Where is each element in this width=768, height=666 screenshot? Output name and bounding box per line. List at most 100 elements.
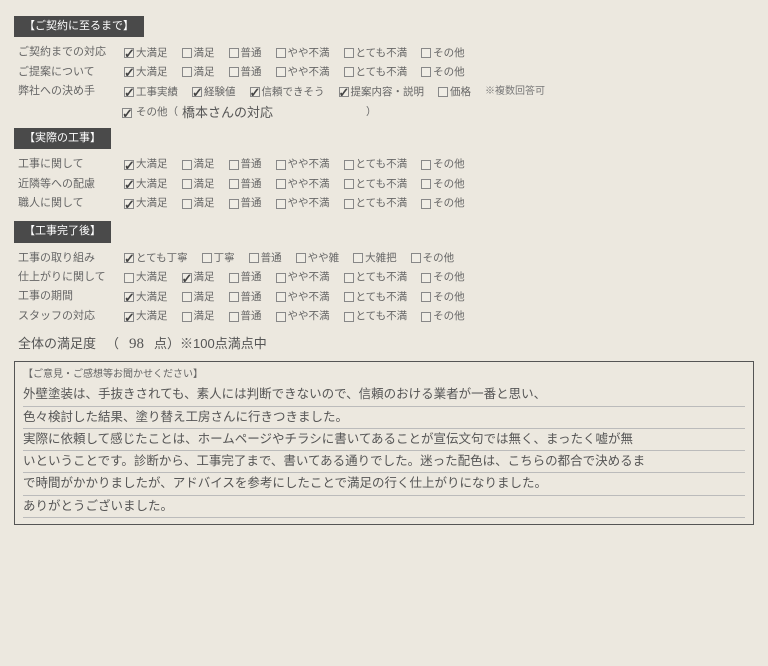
checkbox-icon[interactable]	[124, 160, 134, 170]
checkbox-icon[interactable]	[276, 312, 286, 322]
checkbox-icon[interactable]	[124, 48, 134, 58]
option[interactable]: その他	[411, 251, 455, 266]
checkbox-icon[interactable]	[276, 48, 286, 58]
option[interactable]: その他	[421, 65, 465, 80]
checkbox-icon[interactable]	[229, 67, 239, 77]
checkbox-icon[interactable]	[353, 253, 363, 263]
checkbox-icon[interactable]	[296, 253, 306, 263]
checkbox-icon[interactable]	[344, 312, 354, 322]
checkbox-icon[interactable]	[250, 87, 260, 97]
checkbox-icon[interactable]	[229, 179, 239, 189]
checkbox-icon[interactable]	[344, 273, 354, 283]
checkbox-icon[interactable]	[344, 67, 354, 77]
option[interactable]: 普通	[229, 196, 262, 211]
checkbox-icon[interactable]	[229, 292, 239, 302]
checkbox-icon[interactable]	[421, 273, 431, 283]
option[interactable]: 満足	[182, 309, 215, 324]
option[interactable]: その他	[421, 196, 465, 211]
checkbox-icon[interactable]	[421, 67, 431, 77]
checkbox-icon[interactable]	[276, 273, 286, 283]
option[interactable]: やや不満	[276, 196, 330, 211]
checkbox-icon[interactable]	[124, 312, 134, 322]
option[interactable]: その他	[421, 46, 465, 61]
option[interactable]: 大満足	[124, 157, 168, 172]
checkbox-icon[interactable]	[229, 312, 239, 322]
option[interactable]: 大満足	[124, 46, 168, 61]
checkbox-icon[interactable]	[122, 108, 132, 118]
checkbox-icon[interactable]	[124, 253, 134, 263]
checkbox-icon[interactable]	[438, 87, 448, 97]
option[interactable]: 丁寧	[202, 251, 235, 266]
option[interactable]: とても不満	[344, 65, 408, 80]
option[interactable]: 提案内容・説明	[339, 85, 425, 100]
option[interactable]: とても不満	[344, 177, 408, 192]
checkbox-icon[interactable]	[229, 48, 239, 58]
option[interactable]: 大満足	[124, 196, 168, 211]
option[interactable]: 普通	[229, 270, 262, 285]
option[interactable]: 普通	[229, 46, 262, 61]
checkbox-icon[interactable]	[124, 292, 134, 302]
option[interactable]: 普通	[229, 157, 262, 172]
checkbox-icon[interactable]	[421, 179, 431, 189]
option[interactable]: 満足	[182, 290, 215, 305]
checkbox-icon[interactable]	[124, 179, 134, 189]
option[interactable]: 大満足	[124, 270, 168, 285]
checkbox-icon[interactable]	[421, 312, 431, 322]
option[interactable]: 満足	[182, 196, 215, 211]
option[interactable]: その他	[421, 309, 465, 324]
checkbox-icon[interactable]	[339, 87, 349, 97]
checkbox-icon[interactable]	[421, 199, 431, 209]
checkbox-icon[interactable]	[276, 199, 286, 209]
checkbox-icon[interactable]	[182, 199, 192, 209]
option[interactable]: 普通	[229, 65, 262, 80]
option[interactable]: 普通	[229, 309, 262, 324]
option[interactable]: 普通	[249, 251, 282, 266]
option[interactable]: 大雑把	[353, 251, 397, 266]
option[interactable]: とても丁寧	[124, 251, 188, 266]
checkbox-icon[interactable]	[182, 67, 192, 77]
checkbox-icon[interactable]	[421, 292, 431, 302]
checkbox-icon[interactable]	[182, 160, 192, 170]
option[interactable]: 満足	[182, 157, 215, 172]
option[interactable]: 満足	[182, 177, 215, 192]
option[interactable]: その他	[421, 290, 465, 305]
checkbox-icon[interactable]	[182, 292, 192, 302]
option[interactable]: やや不満	[276, 157, 330, 172]
option[interactable]: やや雑	[296, 251, 340, 266]
option[interactable]: やや不満	[276, 270, 330, 285]
option[interactable]: とても不満	[344, 196, 408, 211]
checkbox-icon[interactable]	[276, 292, 286, 302]
option[interactable]: やや不満	[276, 46, 330, 61]
checkbox-icon[interactable]	[276, 67, 286, 77]
checkbox-icon[interactable]	[124, 199, 134, 209]
checkbox-icon[interactable]	[192, 87, 202, 97]
checkbox-icon[interactable]	[182, 312, 192, 322]
checkbox-icon[interactable]	[344, 160, 354, 170]
option[interactable]: その他	[421, 270, 465, 285]
checkbox-icon[interactable]	[344, 48, 354, 58]
checkbox-icon[interactable]	[182, 179, 192, 189]
checkbox-icon[interactable]	[229, 273, 239, 283]
checkbox-icon[interactable]	[229, 160, 239, 170]
option[interactable]: やや不満	[276, 290, 330, 305]
checkbox-icon[interactable]	[276, 160, 286, 170]
option[interactable]: やや不満	[276, 65, 330, 80]
checkbox-icon[interactable]	[344, 292, 354, 302]
option[interactable]: 大満足	[124, 65, 168, 80]
checkbox-icon[interactable]	[421, 160, 431, 170]
option[interactable]: 満足	[182, 65, 215, 80]
checkbox-icon[interactable]	[411, 253, 421, 263]
option[interactable]: 経験値	[192, 85, 236, 100]
option[interactable]: その他	[421, 177, 465, 192]
option[interactable]: 普通	[229, 177, 262, 192]
option[interactable]: 大満足	[124, 309, 168, 324]
option[interactable]: とても不満	[344, 270, 408, 285]
option[interactable]: その他	[421, 157, 465, 172]
option[interactable]: とても不満	[344, 290, 408, 305]
checkbox-icon[interactable]	[124, 87, 134, 97]
option[interactable]: 満足	[182, 46, 215, 61]
checkbox-icon[interactable]	[124, 273, 134, 283]
option[interactable]: とても不満	[344, 157, 408, 172]
option[interactable]: 大満足	[124, 290, 168, 305]
option[interactable]: 工事実績	[124, 85, 178, 100]
